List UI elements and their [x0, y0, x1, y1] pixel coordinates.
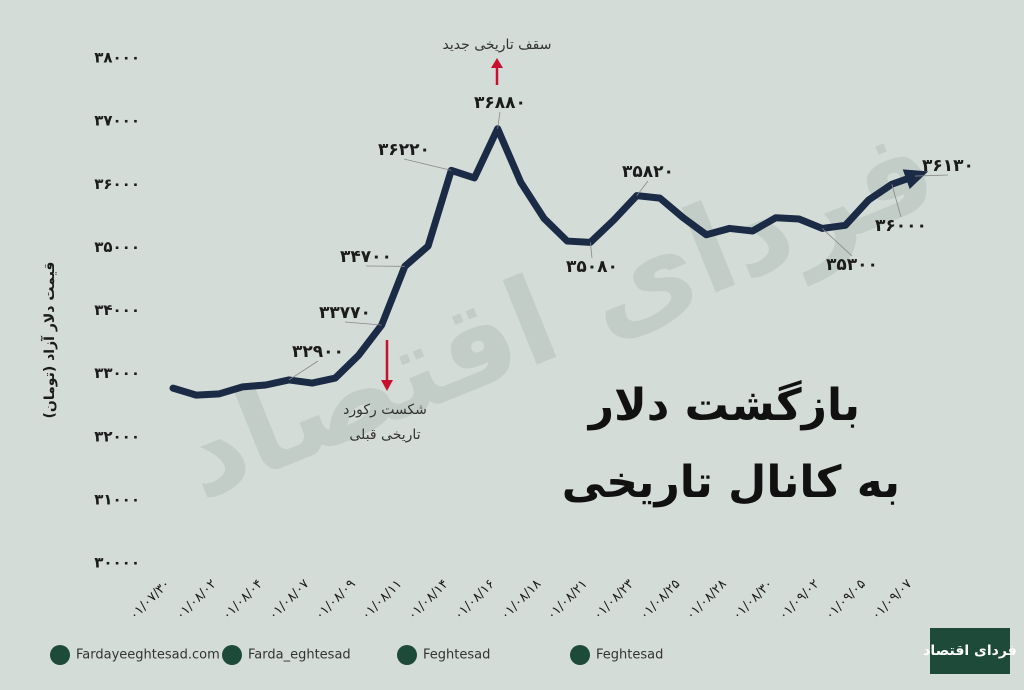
x-tick-label: ۰۱/۰۸/۰۲	[173, 577, 219, 623]
footer-link[interactable]: Feghtesad	[423, 648, 490, 663]
value-label: ۳۶۸۸۰	[474, 93, 526, 113]
x-tick-label: ۰۱/۰۹/۰۷	[869, 577, 915, 623]
y-tick-label: ۳۳۰۰۰	[94, 364, 140, 382]
web-icon	[50, 645, 70, 665]
x-tick-label: ۰۱/۰۸/۱۸	[498, 577, 544, 623]
x-tick-label: ۰۱/۰۸/۱۱	[359, 577, 405, 623]
y-tick-label: ۳۰۰۰۰	[94, 554, 140, 572]
value-label: ۳۵۳۰۰	[826, 255, 878, 275]
x-tick-label: ۰۱/۰۸/۲۵	[637, 577, 683, 623]
value-label: ۳۳۷۷۰	[319, 303, 371, 323]
chart-title: به کانال تاریخی	[562, 457, 900, 508]
value-label: ۳۴۷۰۰	[340, 247, 392, 267]
logo: فردای اقتصاد	[923, 643, 1016, 659]
x-tick-label: ۰۱/۰۸/۰۴	[220, 577, 266, 623]
x-tick-label: ۰۱/۰۸/۱۴	[405, 577, 451, 623]
value-label: ۳۲۹۰۰	[292, 342, 344, 362]
y-tick-label: ۳۸۰۰۰	[94, 49, 140, 67]
label-leader	[404, 159, 451, 170]
x-tick-label: ۰۱/۰۸/۲۱	[544, 577, 590, 623]
chart-title: بازگشت دلار	[587, 379, 860, 431]
x-tick-label: ۰۱/۰۸/۲۳	[591, 577, 637, 623]
x-tick-label: ۰۱/۰۸/۲۸	[683, 577, 729, 623]
footer-link[interactable]: Fardayeeghtesad.com	[76, 648, 220, 663]
x-tick-label: ۰۱/۰۹/۰۲	[776, 577, 822, 623]
instagram-icon	[222, 645, 242, 665]
y-tick-label: ۳۵۰۰۰	[94, 238, 140, 256]
y-tick-label: ۳۲۰۰۰	[94, 427, 140, 445]
footer-link[interactable]: Feghtesad	[596, 648, 663, 663]
annotation: تاریخی قبلی	[349, 427, 420, 443]
x-tick-label: ۰۱/۰۹/۰۵	[823, 577, 869, 623]
value-label: ۳۶۰۰۰	[875, 216, 927, 236]
value-label: ۳۶۱۳۰	[922, 156, 974, 176]
twitter-icon	[570, 645, 590, 665]
x-tick-label: ۰۱/۰۸/۰۷	[266, 577, 312, 623]
y-axis-label: قیمت دلار آزاد (تومان)	[40, 262, 58, 419]
x-tick-label: ۰۱/۰۸/۳۰	[730, 577, 776, 623]
telegram-icon	[397, 645, 417, 665]
y-tick-label: ۳۴۰۰۰	[94, 301, 140, 319]
annotation: شکست رکورد	[343, 402, 427, 418]
x-tick-label: ۰۱/۰۷/۳۰	[127, 577, 173, 623]
value-label: ۳۵۰۸۰	[566, 257, 618, 277]
footer: Fardayeeghtesad.com Farda_eghtesad Feght…	[50, 628, 1017, 674]
annotation-arrow-head	[491, 58, 503, 68]
y-tick-label: ۳۷۰۰۰	[94, 112, 140, 130]
x-tick-label: ۰۱/۰۸/۰۹	[312, 577, 358, 623]
y-tick-label: ۳۶۰۰۰	[94, 175, 140, 193]
value-label: ۳۵۸۲۰	[622, 162, 674, 182]
footer-link[interactable]: Farda_eghtesad	[248, 648, 351, 663]
annotation: سقف تاریخی جدید	[443, 37, 552, 53]
x-tick-label: ۰۱/۰۸/۱۶	[452, 577, 498, 623]
y-tick-label: ۳۱۰۰۰	[94, 490, 140, 508]
value-label: ۳۶۲۲۰	[378, 140, 430, 160]
